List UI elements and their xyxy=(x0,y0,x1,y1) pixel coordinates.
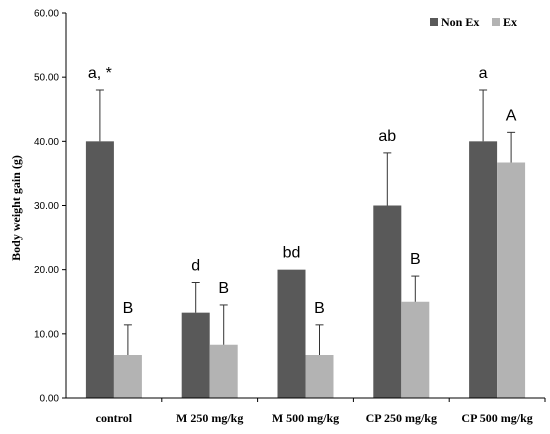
significance-label: B xyxy=(410,251,421,268)
legend-swatch xyxy=(492,18,500,26)
legend: Non Ex Ex xyxy=(430,15,517,29)
significance-label: bd xyxy=(283,245,301,262)
significance-label: a xyxy=(479,65,488,82)
x-category-label: M 500 mg/kg xyxy=(272,411,339,425)
x-category-label: M 250 mg/kg xyxy=(176,411,243,425)
x-axis: control M 250 mg/kg M 500 mg/kg CP 250 mg/k… xyxy=(66,397,546,425)
significance-label: a, * xyxy=(88,65,112,82)
significance-label: A xyxy=(506,107,517,124)
y-tick-label: 20.00 xyxy=(34,265,59,276)
y-tick-label: 10.00 xyxy=(34,329,59,340)
y-tick-label: 0.00 xyxy=(40,394,60,405)
y-tick-label: 60.00 xyxy=(34,9,59,20)
legend-label: Ex xyxy=(503,15,517,29)
bars xyxy=(85,141,526,399)
y-tick-label: 50.00 xyxy=(34,73,59,84)
annotations: a, * Bd Bbd Bab Ba A xyxy=(88,65,517,317)
bar xyxy=(181,312,210,398)
bar xyxy=(401,301,430,398)
x-category-label: control xyxy=(96,411,133,425)
significance-label: ab xyxy=(378,128,396,145)
legend-swatch xyxy=(430,18,438,26)
bar xyxy=(497,162,526,398)
significance-label: B xyxy=(123,300,134,317)
bar xyxy=(85,141,114,399)
bar xyxy=(113,355,142,398)
significance-label: d xyxy=(191,258,200,275)
bar xyxy=(209,344,238,398)
y-axis: 0.00 10.00 20.00 30.00 40.00 50.00 60.00 xyxy=(34,9,67,405)
significance-label: B xyxy=(314,300,325,317)
y-tick-label: 30.00 xyxy=(34,201,59,212)
significance-label: B xyxy=(218,280,229,297)
bar xyxy=(373,205,402,398)
y-tick-label: 40.00 xyxy=(34,137,59,148)
bar xyxy=(277,269,306,398)
bar xyxy=(305,355,334,398)
x-category-label: CP 250 mg/kg xyxy=(366,411,437,425)
bar xyxy=(469,141,498,399)
legend-label: Non Ex xyxy=(441,15,479,29)
y-axis-label: Body weight gain (g) xyxy=(9,155,23,261)
error-bars xyxy=(95,89,516,356)
x-category-label: CP 500 mg/kg xyxy=(461,411,532,425)
